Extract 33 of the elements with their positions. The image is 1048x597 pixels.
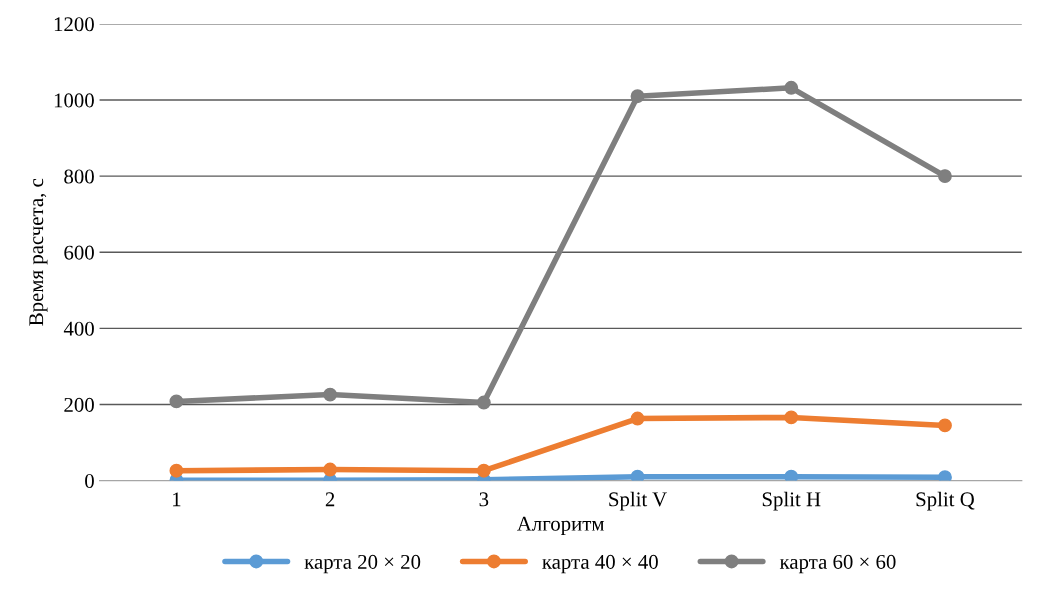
- x-tick-label: Split H: [762, 491, 821, 511]
- point: [784, 410, 799, 425]
- y-tick-label: 800: [64, 169, 94, 184]
- point: [784, 80, 799, 95]
- point: [630, 469, 645, 481]
- point: [476, 395, 491, 410]
- point: [630, 89, 645, 104]
- legend-label: карта 40 × 40: [542, 554, 658, 574]
- y-axis-title: Время расчета, с: [29, 178, 48, 326]
- y-tick-label: 1200: [54, 17, 94, 32]
- point: [938, 418, 952, 433]
- point: [938, 169, 952, 184]
- point: [476, 463, 491, 478]
- y-tick-label: 200: [64, 397, 94, 412]
- y-tick-label: 0: [85, 473, 94, 489]
- y-tick-label: 600: [64, 245, 94, 260]
- point: [169, 463, 184, 478]
- point: [630, 411, 645, 426]
- point: [938, 470, 952, 481]
- point: [169, 394, 184, 409]
- y-tick-label: 1000: [54, 93, 94, 108]
- point: [784, 469, 799, 481]
- y-tick-label: 400: [63, 321, 94, 336]
- point: [323, 387, 338, 402]
- x-tick-label: Split V: [609, 491, 667, 511]
- x-tick-label: 3: [479, 492, 489, 507]
- x-tick-label: 2: [325, 492, 335, 507]
- point: [323, 462, 338, 477]
- legend-label: карта 60 × 60: [779, 554, 896, 574]
- x-tick-label: Split Q: [916, 491, 975, 511]
- x-tick-label: 1: [173, 492, 181, 507]
- legend-label: карта 20 × 20: [304, 554, 421, 574]
- x-axis-title: Алгоритм: [517, 516, 605, 536]
